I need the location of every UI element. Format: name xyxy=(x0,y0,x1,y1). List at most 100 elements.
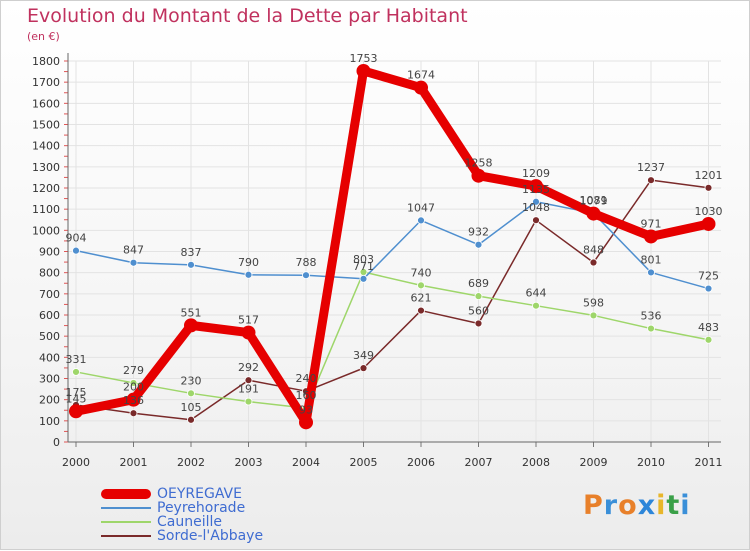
data-point-peyrehorade xyxy=(244,270,253,279)
data-point-oeyregave xyxy=(644,229,658,244)
x-tick-label: 2005 xyxy=(350,456,378,469)
data-label-cauneille: 191 xyxy=(238,383,259,396)
data-label-cauneille: 689 xyxy=(468,277,489,290)
data-point-peyrehorade xyxy=(532,197,540,206)
y-tick-label: 300 xyxy=(39,373,60,386)
data-point-cauneille xyxy=(129,379,138,387)
legend-label-cauneille: Cauneille xyxy=(157,514,222,530)
data-label-sorde-l-abbaye: 240 xyxy=(296,372,317,385)
x-tick-label: 2002 xyxy=(177,456,205,469)
data-label-cauneille: 230 xyxy=(181,374,202,387)
y-tick-label: 1300 xyxy=(32,161,60,174)
data-label-peyrehorade: 837 xyxy=(181,246,202,259)
data-label-oeyregave: 1753 xyxy=(350,52,378,65)
data-label-cauneille: 536 xyxy=(641,310,662,323)
x-tick-label: 2004 xyxy=(292,456,320,469)
brand-letter: x xyxy=(637,490,657,521)
data-point-oeyregave xyxy=(529,179,543,194)
data-point-cauneille xyxy=(474,292,483,301)
data-label-peyrehorade: 932 xyxy=(468,226,489,239)
data-point-peyrehorade xyxy=(187,260,195,269)
series-line-cauneille xyxy=(75,271,710,409)
data-label-oeyregave: 1079 xyxy=(580,195,608,208)
data-point-cauneille xyxy=(417,281,425,290)
series-line-oeyregave xyxy=(71,66,713,427)
y-tick-label: 900 xyxy=(39,246,60,259)
data-label-sorde-l-abbaye: 292 xyxy=(238,361,259,374)
data-point-sorde-l-abbaye xyxy=(704,183,713,192)
data-point-sorde-l-abbaye xyxy=(589,258,598,267)
y-tick-label: 1000 xyxy=(32,224,60,237)
data-label-sorde-l-abbaye: 1237 xyxy=(637,161,665,174)
chart-title: Evolution du Montant de la Dette par Hab… xyxy=(27,5,468,27)
legend-label-oeyregave: OEYREGAVE xyxy=(157,486,242,502)
data-point-peyrehorade xyxy=(704,284,713,293)
data-point-cauneille xyxy=(704,335,713,344)
data-point-sorde-l-abbaye xyxy=(417,306,425,315)
data-point-oeyregave xyxy=(414,80,428,95)
data-label-sorde-l-abbaye: 621 xyxy=(411,292,432,305)
data-label-oeyregave: 1030 xyxy=(695,205,723,218)
data-point-oeyregave xyxy=(241,325,256,340)
data-label-cauneille: 803 xyxy=(353,253,374,266)
data-label-peyrehorade: 771 xyxy=(353,260,374,273)
data-label-peyrehorade: 790 xyxy=(238,256,259,269)
y-tick-label: 0 xyxy=(53,436,60,449)
data-point-oeyregave xyxy=(471,168,486,183)
x-tick-label: 2001 xyxy=(120,456,148,469)
data-point-peyrehorade xyxy=(72,246,80,255)
y-tick-label: 1400 xyxy=(32,140,60,153)
series-line-sorde-l-abbaye xyxy=(75,179,710,421)
brand-letter: i xyxy=(656,490,667,521)
data-point-oeyregave xyxy=(586,206,601,221)
data-label-sorde-l-abbaye: 848 xyxy=(583,244,604,257)
data-point-cauneille xyxy=(532,301,540,310)
data-label-peyrehorade: 1081 xyxy=(580,194,608,207)
data-point-oeyregave xyxy=(126,392,141,407)
x-tick-label: 2006 xyxy=(407,456,435,469)
series-line-peyrehorade xyxy=(75,201,710,290)
x-tick-label: 2007 xyxy=(465,456,493,469)
data-label-sorde-l-abbaye: 1048 xyxy=(522,201,550,214)
data-label-oeyregave: 200 xyxy=(123,381,144,394)
data-label-sorde-l-abbaye: 136 xyxy=(123,394,144,407)
y-tick-label: 700 xyxy=(39,288,60,301)
x-tick-label: 2011 xyxy=(695,456,723,469)
data-label-cauneille: 279 xyxy=(123,364,144,377)
data-label-sorde-l-abbaye: 1201 xyxy=(695,169,723,182)
data-label-oeyregave: 1209 xyxy=(522,167,550,180)
data-point-sorde-l-abbaye xyxy=(359,364,368,373)
data-point-cauneille xyxy=(187,389,195,398)
data-label-cauneille: 160 xyxy=(296,389,317,402)
data-point-oeyregave xyxy=(69,404,83,419)
data-label-cauneille: 331 xyxy=(66,353,87,366)
y-tick-label: 1100 xyxy=(32,203,60,216)
x-tick-label: 2000 xyxy=(62,456,90,469)
data-label-cauneille: 483 xyxy=(698,321,719,334)
y-tick-label: 200 xyxy=(39,394,60,407)
data-point-oeyregave xyxy=(701,216,716,231)
data-label-peyrehorade: 1135 xyxy=(522,183,550,196)
data-label-cauneille: 598 xyxy=(583,296,604,309)
data-point-peyrehorade xyxy=(129,258,138,267)
data-label-sorde-l-abbaye: 560 xyxy=(468,304,489,317)
y-tick-label: 1700 xyxy=(32,76,60,89)
data-point-oeyregave xyxy=(356,63,371,78)
data-label-oeyregave: 1674 xyxy=(407,69,435,82)
data-point-oeyregave xyxy=(184,318,198,333)
legend-label-sorde-l-abbaye: Sorde-l'Abbaye xyxy=(157,528,264,544)
data-label-oeyregave: 145 xyxy=(66,392,87,405)
chart-subtitle: (en €) xyxy=(27,30,60,43)
brand-letter: P xyxy=(583,490,604,521)
data-label-peyrehorade: 725 xyxy=(698,270,719,283)
data-point-peyrehorade xyxy=(359,274,368,283)
data-point-sorde-l-abbaye xyxy=(474,319,483,328)
y-tick-label: 400 xyxy=(39,351,60,364)
x-tick-label: 2003 xyxy=(235,456,263,469)
data-label-oeyregave: 551 xyxy=(181,306,202,319)
legend-swatch-oeyregave xyxy=(101,489,151,499)
data-label-peyrehorade: 1047 xyxy=(407,201,435,214)
data-label-sorde-l-abbaye: 349 xyxy=(353,349,374,362)
data-point-cauneille xyxy=(72,368,80,376)
